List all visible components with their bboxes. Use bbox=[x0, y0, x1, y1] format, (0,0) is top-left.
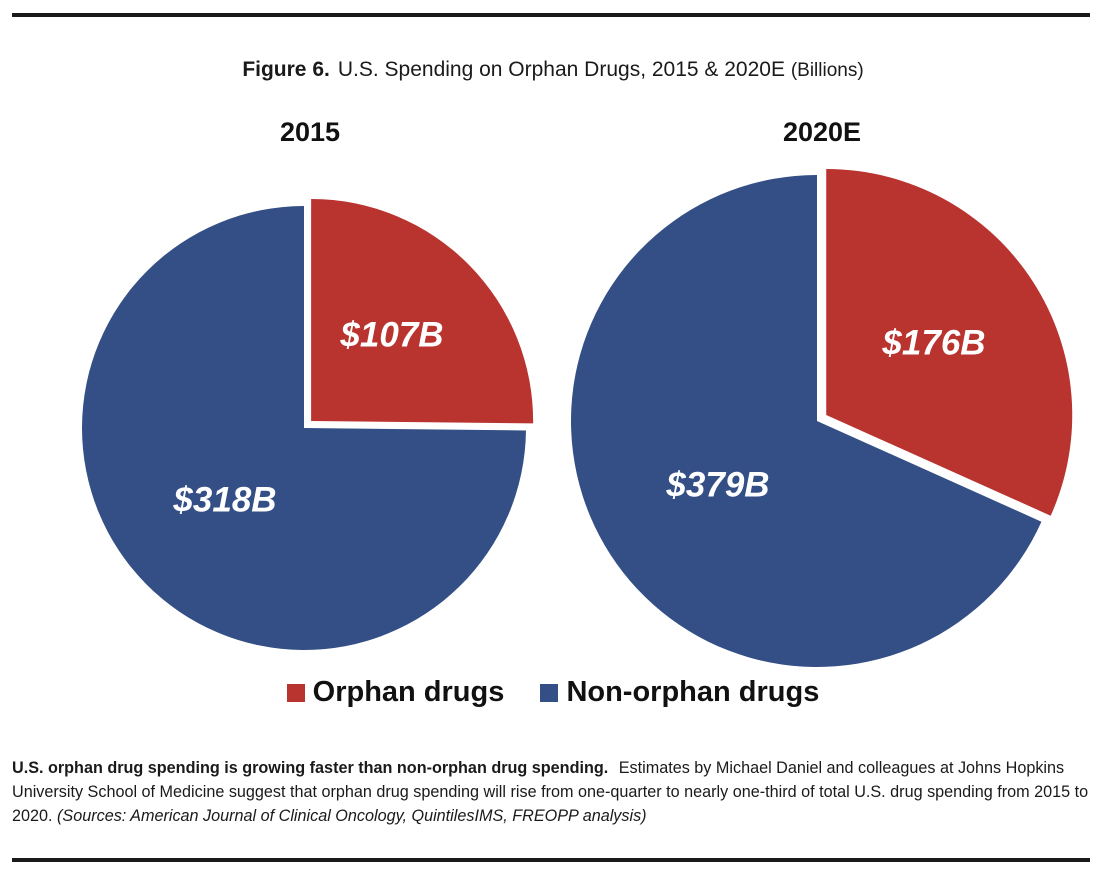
pie-slice-2015-non-orphan bbox=[81, 206, 526, 650]
caption-sources: (Sources: American Journal of Clinical O… bbox=[57, 807, 647, 825]
figure-title: Figure 6. U.S. Spending on Orphan Drugs, … bbox=[0, 58, 1106, 82]
top-rule bbox=[12, 13, 1090, 17]
pie-chart-2015: 2015 $107B $318B bbox=[81, 117, 534, 650]
bottom-rule bbox=[12, 858, 1090, 862]
legend: Orphan drugs Non-orphan drugs bbox=[0, 676, 1106, 710]
pie-slice-2015-orphan bbox=[311, 198, 534, 424]
legend-item-non-orphan: Non-orphan drugs bbox=[540, 676, 819, 709]
legend-label-orphan: Orphan drugs bbox=[312, 676, 505, 708]
data-label-2015-orphan: $107B bbox=[339, 315, 443, 354]
legend-item-orphan: Orphan drugs bbox=[286, 676, 505, 709]
data-label-2020e-orphan: $176B bbox=[881, 323, 985, 362]
caption-text: Estimates by Michael Daniel and colleagu… bbox=[12, 759, 1089, 825]
legend-swatch-orphan bbox=[286, 683, 305, 702]
pie-chart-2020e: 2020E $176B $379B bbox=[571, 117, 1073, 667]
data-label-2020e-non-orphan: $379B bbox=[665, 465, 769, 504]
pie-slice-2020e-orphan bbox=[826, 169, 1073, 516]
caption-headline: U.S. orphan drug spending is growing fas… bbox=[12, 759, 609, 777]
figure-unit: (Billions) bbox=[790, 60, 864, 81]
legend-label-non-orphan: Non-orphan drugs bbox=[566, 676, 820, 708]
pie-title-2020e: 2020E bbox=[783, 117, 861, 147]
pie-title-2015: 2015 bbox=[280, 117, 340, 147]
legend-swatch-non-orphan bbox=[540, 683, 559, 702]
figure-caption: U.S. orphan drug spending is growing fas… bbox=[12, 756, 1094, 828]
figure-label: Figure 6. bbox=[242, 58, 330, 81]
data-label-2015-non-orphan: $318B bbox=[172, 480, 276, 519]
pie-slice-2020e-non-orphan bbox=[571, 175, 1042, 667]
figure-title-text: U.S. Spending on Orphan Drugs, 2015 & 20… bbox=[337, 58, 785, 81]
